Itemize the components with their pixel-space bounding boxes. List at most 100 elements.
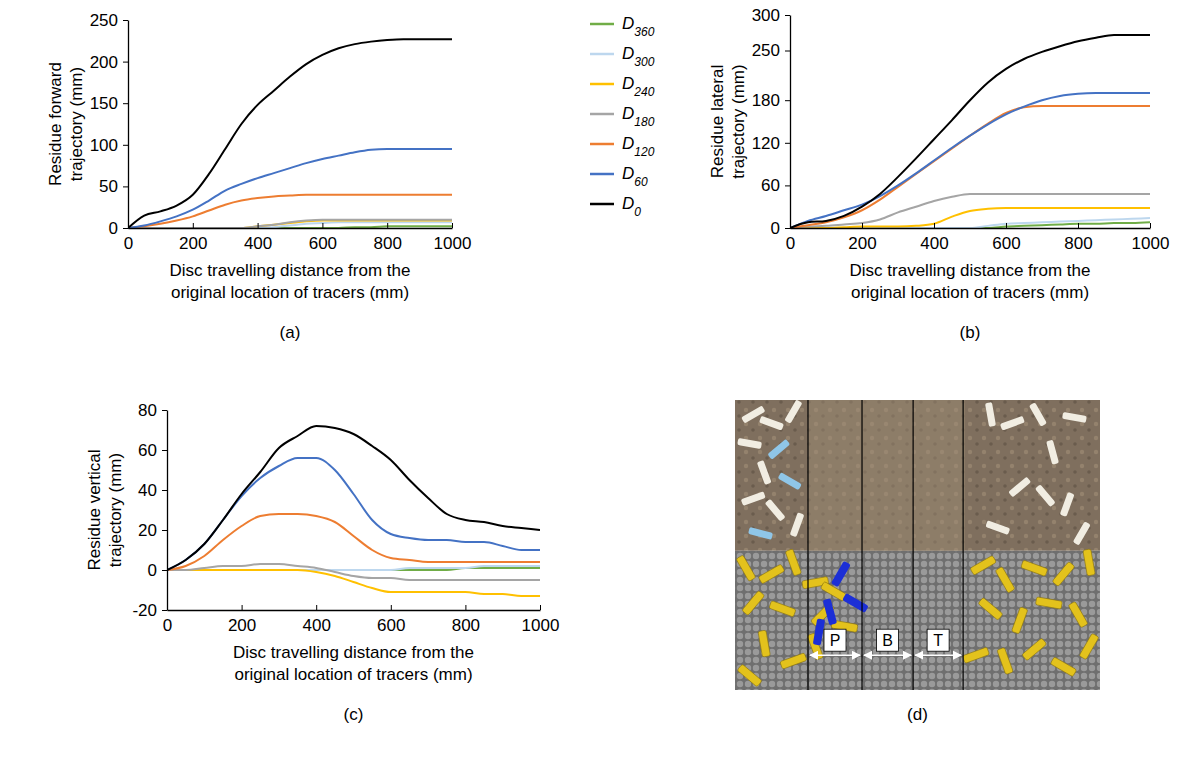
tracer-rod — [748, 527, 773, 540]
tick: 800 — [374, 223, 402, 253]
tick-mark — [452, 223, 453, 228]
legend-label-sub: 120 — [634, 145, 654, 159]
tick-label: 600 — [309, 234, 337, 253]
legend-swatch — [590, 23, 614, 26]
tracer-rod — [1035, 597, 1062, 609]
figure: 02004006008001000050100150200250Disc tra… — [0, 0, 1184, 782]
tracer-rod — [813, 619, 825, 646]
zone-divider — [913, 400, 914, 690]
zone-label-box — [927, 629, 949, 651]
tracer-rod — [757, 460, 772, 485]
series-line — [167, 564, 540, 580]
x-axis: 02004006008001000 — [163, 605, 560, 635]
tick-mark — [123, 228, 128, 229]
tracer-rod — [962, 647, 989, 663]
tracer-rod — [1073, 521, 1091, 545]
tick-label: 200 — [90, 53, 118, 72]
series-line — [790, 93, 1150, 228]
legend-label: D360 — [622, 14, 655, 39]
tick-mark — [162, 490, 167, 491]
legend-label: D60 — [622, 164, 648, 189]
axis-line — [129, 228, 453, 229]
tick-mark — [934, 223, 935, 228]
tracer-rod — [978, 597, 1003, 620]
plot-area — [128, 39, 452, 228]
zone-label: P — [830, 632, 841, 649]
tick-mark — [540, 605, 541, 610]
legend-label-sub: 60 — [634, 175, 648, 189]
tick: 20 — [138, 521, 167, 540]
tick: 180 — [752, 91, 790, 110]
tracer-rod — [1062, 412, 1087, 423]
tracer-rod — [742, 590, 765, 615]
legend-label: D180 — [622, 104, 655, 129]
tick-mark — [1006, 223, 1007, 228]
tick-mark — [123, 62, 128, 63]
tracer-rod — [1000, 416, 1025, 431]
x-axis-title: Disc travelling distance from theorigina… — [850, 261, 1091, 302]
legend-swatch — [590, 53, 614, 56]
image-panel: PBT(d) — [735, 399, 1100, 724]
tracer-rod — [736, 555, 756, 582]
axis-line — [790, 16, 791, 229]
tick-label: 400 — [303, 616, 331, 635]
tracer-rod — [765, 499, 786, 522]
tick: 80 — [138, 401, 167, 420]
tracer-rod — [737, 438, 762, 449]
legend-label: D240 — [622, 74, 655, 99]
tick-label: 600 — [377, 616, 405, 635]
plot-area — [790, 35, 1150, 228]
text-line: original location of tracers (mm) — [171, 283, 409, 302]
panel-label: (b) — [960, 323, 981, 342]
tracer-rod — [1052, 561, 1075, 586]
legend-swatch — [590, 143, 614, 146]
tick: 200 — [90, 53, 128, 72]
zone-label-box — [877, 629, 899, 651]
tick-mark — [785, 143, 790, 144]
tracer-rod — [785, 549, 801, 576]
tick-label: 60 — [761, 176, 780, 195]
axis-line — [791, 228, 1151, 229]
tick-label: 60 — [138, 441, 157, 460]
tick-label: 800 — [452, 616, 480, 635]
chart-panel: 02004006008001000-20020406080Disc travel… — [85, 401, 559, 724]
tick: 1000 — [1132, 223, 1170, 253]
text-line: trajectory (mm) — [67, 67, 86, 181]
tracer-rod — [1011, 607, 1027, 634]
tick-label: 250 — [90, 11, 118, 30]
legend-swatch — [590, 83, 614, 86]
axis-line — [168, 610, 541, 611]
tick: 100 — [90, 136, 128, 155]
tick-label: 0 — [786, 234, 795, 253]
tick: 300 — [752, 6, 790, 25]
tick: 60 — [761, 176, 790, 195]
tracer-rod — [1079, 633, 1099, 660]
legend-swatch — [590, 173, 614, 176]
tick-mark — [785, 15, 790, 16]
tick: 0 — [109, 219, 128, 238]
tick-label: 0 — [148, 561, 157, 580]
tick: 1000 — [522, 605, 560, 635]
tick-mark — [1078, 223, 1079, 228]
tick: 400 — [244, 223, 272, 253]
series-line — [167, 426, 540, 570]
tick-mark — [242, 605, 243, 610]
tick-mark — [123, 20, 128, 21]
zone-arrow — [810, 654, 860, 656]
series-line — [128, 221, 452, 228]
legend-label-main: D — [622, 74, 634, 93]
tick-label: 800 — [1064, 234, 1092, 253]
tick-mark — [193, 223, 194, 228]
tick-mark — [1150, 223, 1151, 228]
legend-label-sub: 360 — [634, 25, 654, 39]
y-axis-title: Residue verticaltrajectory (mm) — [85, 450, 125, 571]
tick: 50 — [99, 177, 128, 196]
y-axis: -20020406080 — [132, 401, 167, 620]
tick: 800 — [1064, 223, 1092, 253]
tracer-rod — [1046, 440, 1059, 465]
y-axis-title: Residue forwardtrajectory (mm) — [46, 62, 86, 186]
legend: D360D300D240D180D120D60D0 — [590, 14, 655, 219]
legend-label: D120 — [622, 134, 655, 159]
tick-mark — [162, 410, 167, 411]
legend-item: D60 — [590, 164, 648, 189]
